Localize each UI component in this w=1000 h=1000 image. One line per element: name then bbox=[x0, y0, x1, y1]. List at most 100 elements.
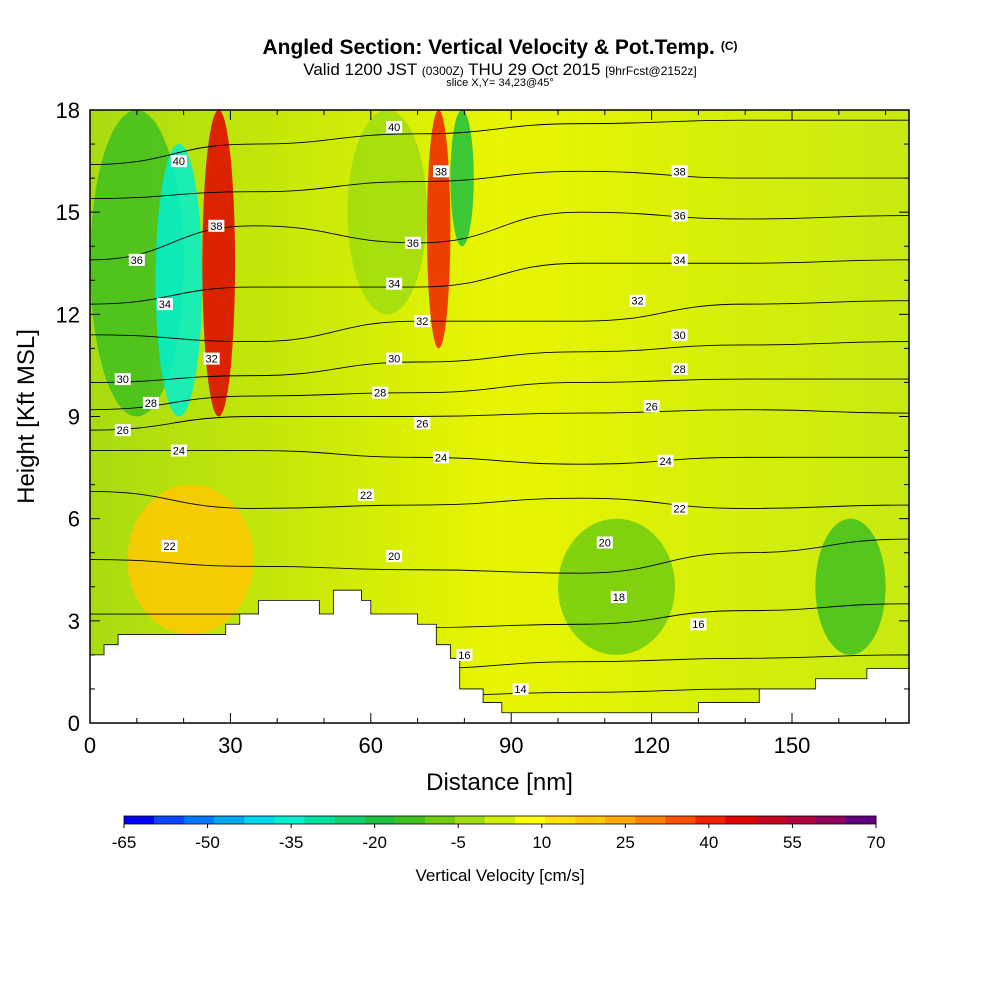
contour-label-21: 16 bbox=[458, 650, 470, 662]
contour-label-box-9 bbox=[161, 539, 178, 552]
y-tick-label-3: 3 bbox=[68, 609, 80, 634]
contour-label-box-27 bbox=[671, 328, 688, 341]
colorbar-swatch-23 bbox=[815, 816, 847, 824]
y-tick-label-12: 12 bbox=[56, 302, 80, 327]
contour-label-box-33 bbox=[610, 590, 627, 603]
contour-label-box-2 bbox=[128, 253, 145, 266]
colorbar-swatch-18 bbox=[665, 816, 697, 824]
colorbar-swatch-13 bbox=[515, 816, 546, 824]
contour-label-box-34 bbox=[690, 618, 707, 631]
velocity-cell-4 bbox=[426, 110, 451, 349]
contour-label-18: 24 bbox=[435, 452, 447, 464]
contour-label-box-15 bbox=[386, 352, 403, 365]
contour-label-19: 22 bbox=[360, 490, 372, 502]
colorbar-swatch-0 bbox=[124, 816, 155, 824]
colorbar-tick-label-8: 55 bbox=[783, 833, 802, 852]
contour-label-box-7 bbox=[114, 424, 131, 437]
theta-contour-28 bbox=[90, 378, 909, 411]
colorbar-title: Vertical Velocity [cm/s] bbox=[415, 866, 584, 885]
colorbar-swatch-19 bbox=[695, 816, 727, 824]
contour-label-box-4 bbox=[203, 352, 220, 365]
contour-label-box-0 bbox=[170, 155, 187, 168]
colorbar-swatch-21 bbox=[755, 816, 787, 824]
contour-label-9: 22 bbox=[163, 541, 175, 553]
theta-contour-18 bbox=[90, 603, 909, 629]
contour-label-16: 28 bbox=[374, 388, 386, 400]
chart-title: Angled Section: Vertical Velocity & Pot.… bbox=[262, 36, 738, 59]
contour-label-box-25 bbox=[671, 253, 688, 266]
chart-subtitle: Valid 1200 JST (0300Z) THU 29 Oct 2015 [… bbox=[303, 60, 697, 79]
colorbar: -65 -50 -35 -20 -5 10 25 40 55 70 Vertical Velocit… bbox=[112, 815, 886, 885]
colorbar-swatch-6 bbox=[304, 816, 336, 824]
contour-label-box-26 bbox=[629, 294, 646, 307]
contour-label-34: 16 bbox=[692, 619, 704, 631]
colorbar-tick-label-9: 70 bbox=[867, 833, 886, 852]
velocity-cell-8 bbox=[815, 518, 886, 655]
colorbar-swatch-17 bbox=[635, 816, 666, 824]
colorbar-swatch-10 bbox=[424, 816, 456, 824]
contour-label-14: 32 bbox=[416, 316, 428, 328]
contour-label-box-19 bbox=[358, 488, 375, 501]
contour-label-box-1 bbox=[208, 219, 225, 232]
contour-label-24: 36 bbox=[674, 211, 686, 223]
contour-label-13: 34 bbox=[388, 279, 400, 291]
contour-label-box-18 bbox=[433, 451, 449, 464]
contour-label-32: 20 bbox=[599, 538, 611, 550]
colorbar-swatch-24 bbox=[845, 816, 877, 824]
colorbar-swatch-7 bbox=[334, 816, 366, 824]
contour-label-15: 30 bbox=[388, 354, 400, 366]
contour-label-box-16 bbox=[372, 386, 389, 399]
colorbar-tick-label-5: 10 bbox=[532, 833, 551, 852]
y-axis-label: Height [Kft MSL] bbox=[13, 329, 40, 504]
velocity-cell-1 bbox=[155, 144, 203, 417]
contour-label-25: 34 bbox=[674, 255, 686, 267]
colorbar-swatch-8 bbox=[364, 816, 396, 824]
y-tick-label-18: 18 bbox=[56, 98, 80, 123]
colorbar-tick-label-0: -65 bbox=[112, 833, 137, 852]
contour-label-box-20 bbox=[386, 550, 403, 563]
contour-label-33: 18 bbox=[613, 592, 625, 604]
contour-label-31: 22 bbox=[674, 503, 686, 515]
theta-contour-40 bbox=[90, 119, 909, 165]
contour-label-12: 36 bbox=[407, 238, 419, 250]
colorbar-swatch-12 bbox=[484, 816, 516, 824]
colorbar-swatch-3 bbox=[214, 816, 245, 824]
contour-label-box-13 bbox=[386, 277, 403, 290]
contour-label-17: 26 bbox=[416, 418, 428, 430]
colorbar-swatch-16 bbox=[605, 816, 636, 824]
contour-label-box-24 bbox=[671, 209, 688, 222]
x-tick-label-0: 0 bbox=[84, 733, 96, 758]
colorbar-tick-label-2: -35 bbox=[279, 833, 304, 852]
colorbar-frame bbox=[123, 815, 877, 825]
y-tick-label-15: 15 bbox=[56, 200, 80, 225]
contour-label-box-11 bbox=[433, 165, 449, 178]
contour-label-box-31 bbox=[671, 502, 688, 515]
contour-label-30: 24 bbox=[660, 456, 672, 468]
contour-label-23: 38 bbox=[674, 166, 686, 178]
colorbar-swatch-11 bbox=[454, 816, 486, 824]
contour-label-box-30 bbox=[657, 454, 674, 467]
contour-label-2: 36 bbox=[131, 255, 143, 267]
contour-label-box-6 bbox=[142, 396, 159, 409]
x-axis-label: Distance [nm] bbox=[426, 769, 573, 796]
colorbar-swatch-14 bbox=[545, 816, 576, 824]
contour-label-box-14 bbox=[414, 315, 431, 328]
colorbar-tick-label-6: 25 bbox=[616, 833, 635, 852]
contour-label-10: 40 bbox=[388, 122, 400, 134]
y-tick-label-9: 9 bbox=[68, 405, 80, 430]
slice-label: slice X,Y= 34,23@45° bbox=[446, 77, 554, 89]
velocity-cell-2 bbox=[202, 110, 236, 417]
colorbar-swatch-9 bbox=[394, 816, 426, 824]
contour-label-26: 32 bbox=[631, 296, 643, 308]
theta-contour-32 bbox=[90, 300, 909, 343]
contour-label-box-32 bbox=[596, 536, 613, 549]
contour-label-box-28 bbox=[671, 362, 688, 375]
contour-label-1: 38 bbox=[210, 221, 222, 233]
contour-label-box-10 bbox=[386, 121, 403, 134]
colorbar-swatch-20 bbox=[725, 816, 757, 824]
theta-contour-34 bbox=[90, 259, 909, 305]
theta-contour-26 bbox=[90, 409, 909, 431]
colorbar-tick-label-4: -5 bbox=[451, 833, 466, 852]
